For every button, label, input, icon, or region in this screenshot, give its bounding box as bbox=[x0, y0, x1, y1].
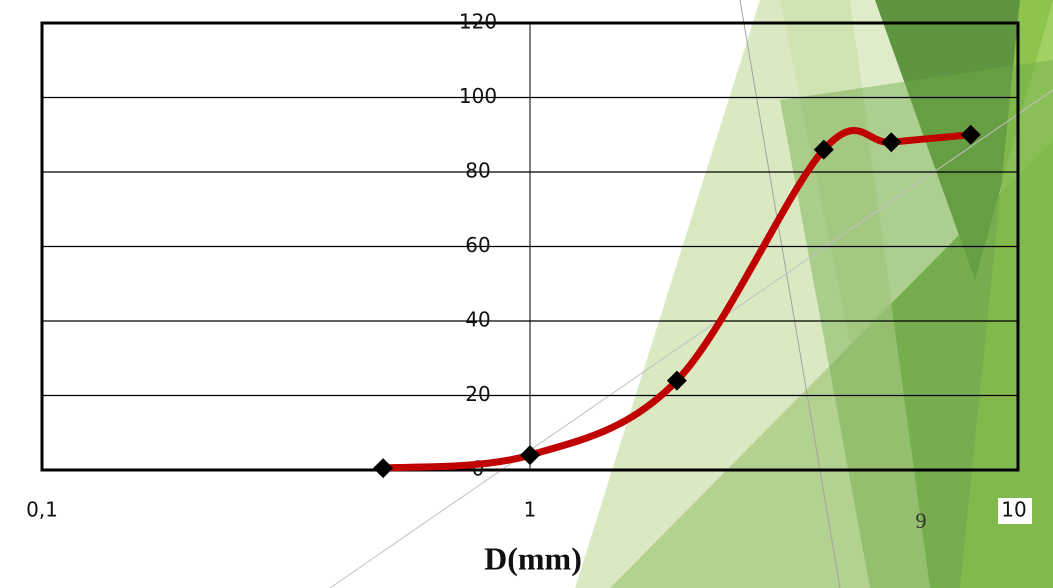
marker bbox=[373, 458, 394, 479]
y-tick-label: 0 bbox=[472, 457, 485, 481]
marker bbox=[960, 124, 981, 145]
decoration bbox=[329, 0, 1053, 588]
y-tick-label: 80 bbox=[465, 159, 490, 183]
y-tick-label: 120 bbox=[459, 10, 497, 34]
y-tick-label: 20 bbox=[465, 382, 490, 406]
x-tick-label: 0,1 bbox=[26, 498, 58, 522]
y-tick-label: 100 bbox=[459, 84, 497, 108]
x-tick-label: 10 bbox=[1001, 498, 1026, 522]
slide-number: 9 bbox=[916, 508, 927, 533]
x-tick-label: 1 bbox=[524, 498, 537, 522]
y-tick-label: 60 bbox=[465, 233, 490, 257]
marker bbox=[813, 139, 834, 160]
y-tick-label: 40 bbox=[465, 308, 490, 332]
x-axis-title: D(mm) bbox=[484, 540, 582, 576]
marker bbox=[881, 132, 902, 153]
label-bg bbox=[998, 498, 1032, 524]
marker bbox=[520, 445, 540, 466]
marker bbox=[666, 370, 687, 391]
